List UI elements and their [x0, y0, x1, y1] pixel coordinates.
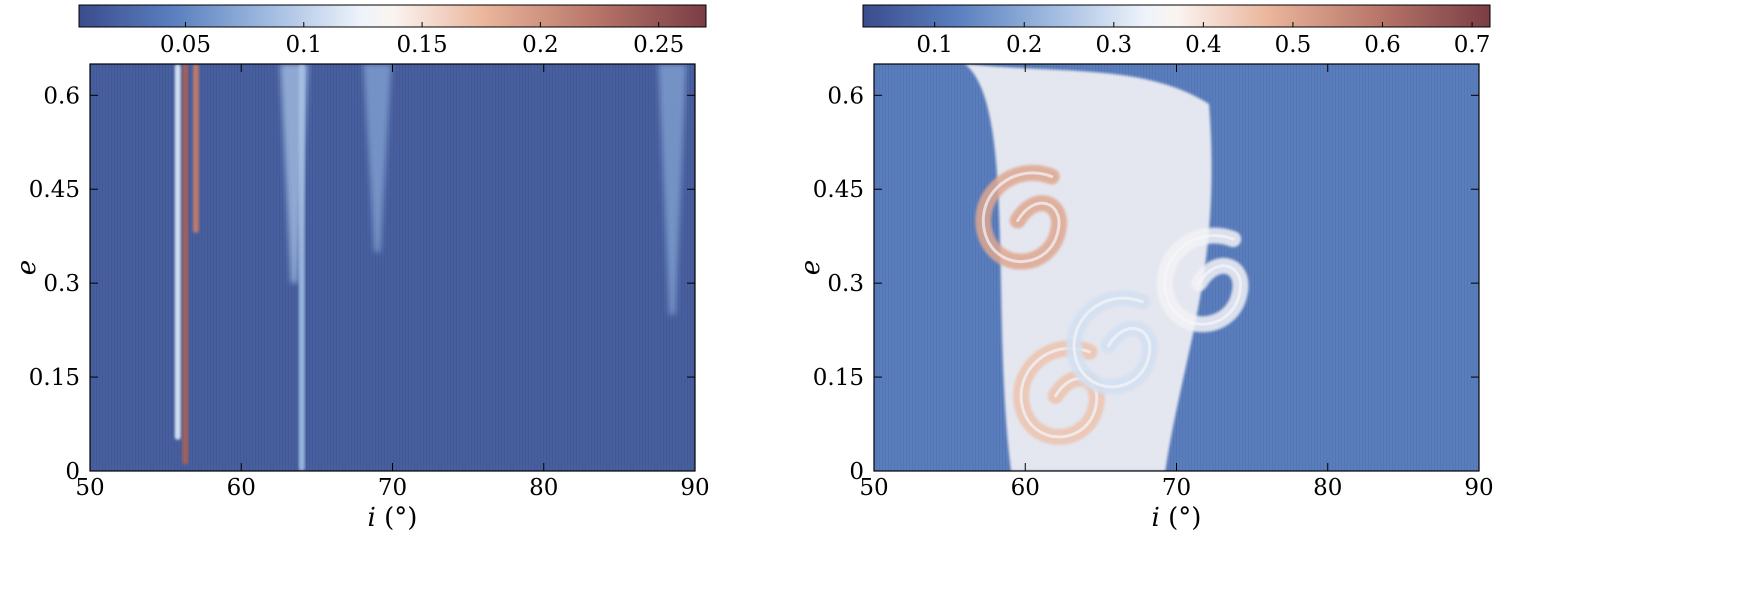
x-tick-label: 80 [1313, 475, 1342, 501]
heatmap-area [90, 64, 695, 471]
colorbar-tick-label: 0.1 [285, 32, 322, 58]
x-tick-label: 70 [1162, 475, 1191, 501]
x-tick-label: 90 [680, 475, 709, 501]
x-tick-label: 60 [1011, 475, 1040, 501]
colorbar-tick-label: 0.1 [916, 32, 953, 58]
colorbar: 0.1 0.2 0.3 0.4 0.5 0.6 0.7 [862, 4, 1491, 58]
colorbar-tick-label: 0.05 [160, 32, 211, 58]
heatmap-area [874, 64, 1479, 471]
colorbar-gradient [79, 5, 706, 27]
colorbar-tick-label: 0.25 [633, 32, 684, 58]
heatmap-panel-2: 50 60 70 80 90 0 0.15 0.3 0.45 0.6 i (°) e 0.1 0.2 0.3… [796, 4, 1494, 533]
y-tick-label: 0.6 [43, 83, 80, 109]
y-axis-label: e [796, 260, 826, 275]
x-axis-label: i (°) [368, 503, 418, 533]
colorbar: 0.05 0.1 0.15 0.2 0.25 [78, 4, 707, 58]
x-axis-label: i (°) [1152, 503, 1202, 533]
x-tick-label: 90 [1464, 475, 1493, 501]
y-tick-label: 0.3 [43, 271, 80, 297]
colorbar-tick-label: 0.2 [1006, 32, 1043, 58]
x-axis-unit: (°) [384, 503, 417, 533]
colorbar-tick-label: 0.15 [396, 32, 447, 58]
feature-plume-5 [280, 64, 309, 284]
x-tick-label: 50 [75, 475, 104, 501]
feature-swirl-highlight-4 [1072, 296, 1152, 389]
feature-swirl-highlight-2 [981, 171, 1061, 264]
colorbar-frame [78, 4, 707, 28]
feature-swirl-highlight-5 [1163, 234, 1242, 326]
heatmap-features [964, 64, 1249, 471]
colorbar-gradient [863, 5, 1490, 27]
y-tick-label: 0 [849, 459, 864, 485]
colorbar-tick-label: 0.7 [1454, 32, 1491, 58]
feature-plume-7 [658, 64, 687, 315]
y-tick-label: 0 [65, 459, 80, 485]
colorbar-tick-label: 0.2 [522, 32, 559, 58]
feature-plume-6 [363, 64, 392, 252]
y-axis-label: e [12, 260, 42, 275]
y-tick-label: 0.3 [827, 271, 864, 297]
x-tick-label: 50 [859, 475, 888, 501]
heatmap-features [174, 64, 687, 471]
y-tick-label: 0.15 [29, 365, 80, 391]
y-tick-label: 0.15 [813, 365, 864, 391]
colorbar-tick-label: 0.6 [1364, 32, 1401, 58]
colorbar-tick-label: 0.3 [1096, 32, 1133, 58]
feature-band-3 [174, 64, 181, 440]
x-tick-label: 80 [529, 475, 558, 501]
x-axis-unit: (°) [1168, 503, 1201, 533]
x-tick-label: 70 [378, 475, 407, 501]
x-tick-label: 60 [227, 475, 256, 501]
y-tick-label: 0.6 [827, 83, 864, 109]
feature-band-2 [192, 64, 199, 234]
feature-band-1 [182, 64, 189, 465]
y-tick-label: 0.45 [813, 177, 864, 203]
colorbar-tick-label: 0.4 [1185, 32, 1222, 58]
pixel-texture [90, 64, 695, 471]
y-tick-label: 0.45 [29, 177, 80, 203]
colorbar-tick-label: 0.5 [1275, 32, 1312, 58]
colorbar-frame [862, 4, 1491, 28]
